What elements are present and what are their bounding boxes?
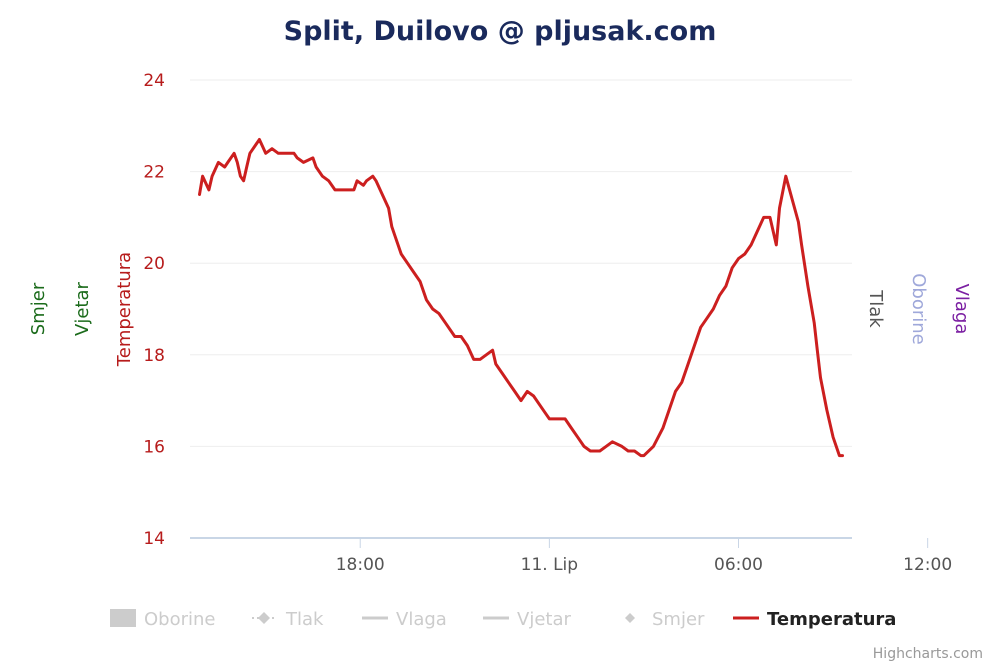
legend-symbol-diamond (625, 613, 635, 623)
x-axis-ticks: 18:00 11. Lip 06:00 12:00 (336, 538, 952, 575)
x-tick-label: 12:00 (903, 555, 952, 575)
y-axis-title-right: Oborine (908, 273, 929, 345)
y-tick-label: 24 (143, 71, 165, 91)
y-axis-title-left: Temperatura (114, 252, 135, 367)
legend-label: Vlaga (396, 609, 447, 630)
legend-item-temperatura[interactable]: Temperatura (733, 609, 896, 630)
y-tick-label: 20 (143, 254, 165, 274)
legend-label: Oborine (144, 609, 216, 630)
legend-symbol-column (110, 609, 136, 627)
legend-label: Vjetar (517, 609, 571, 630)
y-tick-label: 18 (143, 346, 165, 366)
legend-item-vjetar[interactable]: Vjetar (483, 609, 571, 630)
legend-item-tlak[interactable]: Tlak (252, 609, 324, 630)
x-tick-label: 06:00 (714, 555, 763, 575)
y-axis-title-left: Smjer (28, 282, 49, 335)
legend-item-oborine[interactable]: Oborine (110, 609, 216, 630)
y-axis-title-left: Vjetar (72, 281, 93, 335)
series-line-temperatura (200, 140, 843, 456)
legend-symbol-diamond (258, 612, 270, 624)
legend-label: Tlak (285, 609, 324, 630)
y-axis-title-right: Tlak (865, 289, 886, 328)
legend[interactable]: Oborine Tlak Vlaga Vjetar Smjer Temperatura (110, 609, 896, 630)
y-axis-ticks: 14 16 18 20 22 24 (143, 71, 165, 549)
y-tick-label: 22 (143, 163, 165, 183)
y-axis-title-right: Vlaga (951, 284, 972, 335)
x-tick-label: 11. Lip (521, 555, 578, 575)
y-tick-label: 14 (143, 529, 165, 549)
y-tick-label: 16 (143, 437, 165, 457)
legend-label: Temperatura (767, 609, 896, 630)
legend-item-smjer[interactable]: Smjer (625, 609, 705, 630)
legend-label: Smjer (652, 609, 705, 630)
grid-lines (190, 80, 852, 538)
chart-title: Split, Duilovo @ pljusak.com (284, 16, 717, 47)
axis-titles: Smjer Vjetar Temperatura Tlak Oborine Vlaga (28, 252, 972, 367)
credits-text[interactable]: Highcharts.com (873, 646, 983, 662)
plot-series (200, 140, 843, 456)
legend-item-vlaga[interactable]: Vlaga (362, 609, 447, 630)
x-tick-label: 18:00 (336, 555, 385, 575)
